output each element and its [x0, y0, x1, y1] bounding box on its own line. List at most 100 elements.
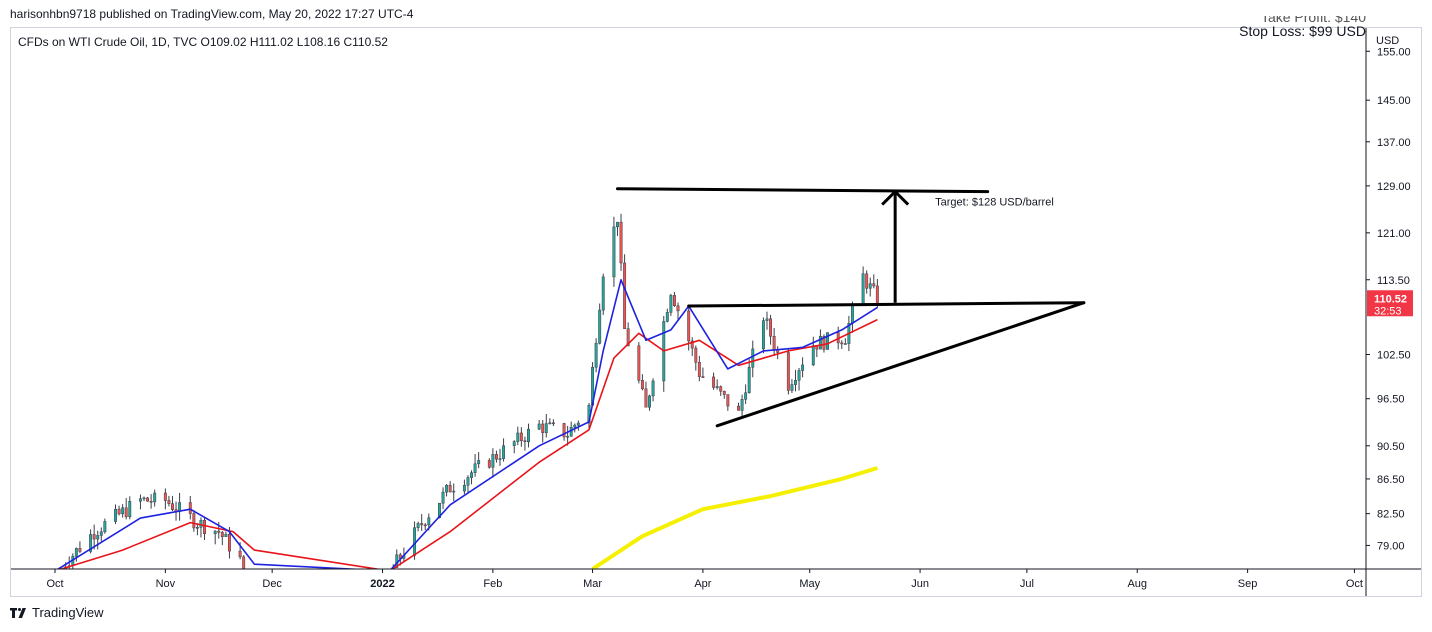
- candle-body: [651, 380, 655, 397]
- candle-body: [737, 405, 740, 411]
- candle-body: [722, 390, 726, 395]
- candle: [562, 422, 566, 441]
- candle: [199, 517, 203, 538]
- candle: [640, 374, 644, 391]
- candle-body: [576, 422, 580, 426]
- candle: [178, 492, 182, 521]
- candle: [117, 505, 121, 516]
- candle-body: [715, 386, 719, 388]
- candle-body: [448, 484, 452, 493]
- candle-body: [420, 523, 424, 526]
- candle-body: [523, 440, 527, 443]
- candle-body: [811, 345, 815, 366]
- footer-brand[interactable]: TradingView: [10, 605, 104, 620]
- candle-body: [441, 491, 445, 504]
- ema-slow-line: [58, 318, 878, 569]
- candle: [519, 427, 523, 447]
- candle-body: [623, 262, 627, 329]
- price-tick-label: 145.00: [1377, 95, 1411, 107]
- candle-body: [163, 492, 167, 501]
- candle-body: [149, 500, 153, 503]
- candle: [712, 372, 716, 390]
- candle-body: [672, 295, 676, 307]
- candle: [751, 340, 755, 378]
- candle: [840, 340, 844, 349]
- candle: [213, 530, 217, 545]
- candle: [420, 514, 424, 531]
- candle-body: [719, 386, 723, 392]
- candle-body: [687, 310, 691, 342]
- candle: [163, 488, 167, 510]
- candle-body: [616, 221, 619, 228]
- candle-body: [786, 352, 790, 391]
- candle-body: [569, 426, 573, 437]
- time-tick-label: Nov: [156, 578, 176, 590]
- candle: [462, 479, 466, 495]
- candle: [726, 394, 730, 411]
- candle: [470, 470, 473, 485]
- candle: [697, 355, 701, 382]
- candle: [220, 531, 224, 546]
- candle: [146, 496, 150, 502]
- candle-body: [477, 460, 481, 465]
- candle-body: [146, 497, 150, 502]
- candle: [477, 452, 481, 469]
- candle: [192, 510, 196, 532]
- candle-body: [765, 318, 769, 321]
- candle: [544, 413, 548, 438]
- candle: [551, 419, 555, 427]
- candle: [637, 342, 641, 384]
- triangle-resistance-line: [687, 301, 1086, 308]
- candle-body: [701, 376, 705, 378]
- candle: [537, 419, 541, 431]
- candle: [142, 496, 146, 502]
- candle-body: [502, 445, 506, 459]
- candle: [662, 315, 666, 392]
- candle-body: [438, 502, 441, 518]
- candle: [128, 496, 132, 520]
- candle: [722, 390, 726, 399]
- candle-body: [470, 472, 473, 478]
- candle: [612, 216, 616, 287]
- candle-body: [697, 362, 701, 377]
- candle: [92, 524, 96, 550]
- candle-body: [445, 484, 449, 493]
- candle-body: [740, 399, 744, 411]
- candle: [747, 359, 751, 394]
- candle-body: [726, 394, 730, 407]
- candle: [868, 277, 872, 297]
- target-top-line: [615, 187, 990, 194]
- candle: [644, 381, 648, 408]
- candle: [96, 530, 100, 550]
- candle: [623, 254, 627, 329]
- triangle-support-line: [715, 301, 1086, 428]
- candle-body: [676, 305, 680, 312]
- candle-body: [92, 534, 96, 540]
- candle-body: [498, 458, 502, 460]
- candle: [448, 481, 452, 493]
- candle-body: [637, 345, 641, 381]
- candle-body: [238, 550, 242, 558]
- time-tick-label: Aug: [1127, 578, 1147, 590]
- candle: [242, 555, 246, 569]
- candle: [811, 336, 815, 366]
- candle: [815, 345, 819, 358]
- price-tick-label: 79.00: [1377, 540, 1405, 552]
- candle-body: [516, 432, 520, 442]
- target-arrow-head: [881, 189, 910, 206]
- time-tick-label: Jun: [911, 578, 929, 590]
- candle-body: [512, 441, 516, 446]
- candle: [737, 402, 740, 411]
- candle-body: [826, 332, 829, 350]
- time-tick-label: May: [799, 578, 820, 590]
- candle-body: [519, 432, 523, 441]
- candle: [648, 394, 651, 411]
- candle: [801, 357, 805, 378]
- candle: [99, 527, 103, 542]
- candle: [121, 504, 125, 518]
- currency-label: USD: [1376, 35, 1400, 47]
- time-tick-label: Mar: [583, 578, 602, 590]
- candle-body: [96, 535, 100, 540]
- chart-frame: [10, 27, 1422, 597]
